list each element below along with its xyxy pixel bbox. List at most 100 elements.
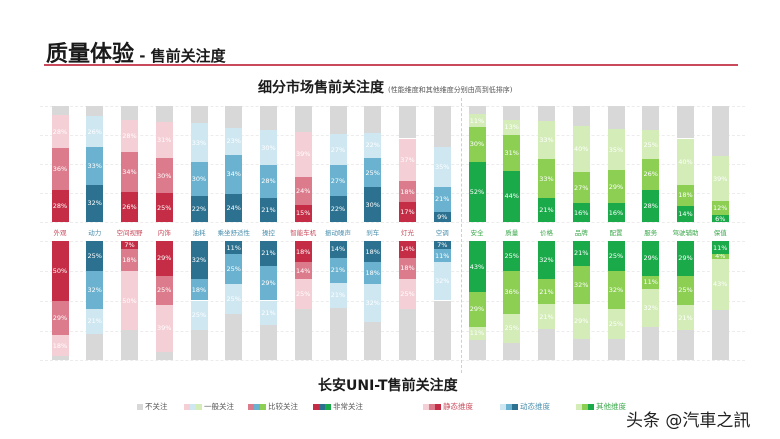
bar-segment: 15%	[294, 204, 312, 222]
bar-segment: 25%	[677, 275, 694, 306]
bar-空调: 9% 21% 35%	[433, 106, 451, 222]
bar-segment: 28%	[121, 119, 138, 153]
bar-segment: 32%	[642, 288, 660, 327]
bar-segment: 22%	[190, 196, 208, 222]
gridline	[40, 241, 745, 242]
legend-swatch	[313, 403, 319, 410]
bar-segment: 32%	[572, 265, 590, 305]
bar-segment: 11%	[468, 326, 486, 340]
legend: 不关注 一般关注 比较关注 非常关注 静态维度 动态维度 其他维度	[0, 401, 780, 415]
legend-swatch	[512, 403, 518, 410]
bar-segment	[51, 106, 69, 116]
bar-segment: 18%	[364, 262, 382, 284]
bar-segment	[468, 339, 486, 360]
bar-segment	[503, 106, 521, 120]
bar-segment: 43%	[468, 241, 486, 293]
bar-配置: 25% 32% 25%	[607, 241, 625, 360]
legend-item-dynamic: 动态维度	[500, 401, 550, 412]
bar-segment: 14%	[329, 241, 347, 258]
title-underline	[44, 64, 738, 66]
bar-segment: 26%	[86, 116, 104, 147]
bar-segment: 32%	[86, 270, 104, 309]
bar-segment	[677, 106, 694, 139]
bar-segment: 39%	[711, 155, 729, 202]
bar-segment	[642, 326, 660, 360]
bar-segment	[225, 313, 243, 360]
legend-swatch	[325, 403, 331, 410]
bar-segment: 26%	[121, 191, 138, 222]
legend-swatch	[254, 403, 260, 410]
bar-segment	[572, 338, 590, 360]
bar-动力: 32% 33% 26%	[86, 106, 104, 222]
gridline	[40, 193, 745, 194]
legend-swatch	[500, 403, 506, 410]
legend-swatch	[184, 403, 190, 410]
category-label: 智能车机	[290, 229, 317, 237]
category-label: 乘坐舒适性	[217, 229, 251, 237]
category-label: 空调	[435, 229, 449, 237]
bar-配置: 16% 29% 35%	[607, 106, 625, 222]
bar-segment	[399, 308, 416, 360]
bar-segment: 27%	[329, 133, 347, 166]
bar-segment	[607, 106, 625, 130]
legend-item-general: 一般关注	[184, 401, 234, 412]
category-label: 动力	[88, 229, 102, 237]
bar-segment: 25%	[294, 279, 312, 309]
bar-灯光: 14% 18% 25%	[399, 241, 416, 360]
bar-segment: 21%	[677, 305, 694, 331]
bar-segment: 34%	[121, 152, 138, 192]
category-label: 安全	[470, 229, 484, 237]
bar-segment	[468, 106, 486, 115]
bar-segment: 25%	[225, 254, 243, 284]
legend-swatch	[190, 403, 196, 410]
bar-segment: 21%	[538, 279, 555, 305]
bar-segment: 11%	[711, 241, 729, 255]
category-label: 外观	[53, 229, 67, 237]
bar-segment: 18%	[399, 181, 416, 203]
bar-segment	[433, 106, 451, 147]
bar-segment: 25%	[155, 275, 173, 306]
bar-segment: 32%	[538, 241, 555, 280]
bar-segment: 23%	[225, 128, 243, 155]
legend-label: 非常关注	[333, 402, 363, 411]
bar-segment: 32%	[190, 241, 208, 280]
legend-swatch	[435, 403, 441, 410]
bar-segment: 25%	[155, 193, 173, 222]
bar-操控: 21% 28% 30%	[260, 106, 277, 222]
bar-品牌: 16% 27% 40%	[572, 106, 590, 222]
bar-质量: 44% 31% 13%	[503, 106, 521, 222]
bar-segment: 28%	[642, 189, 660, 222]
page-title: 质量体验 - 售前关注度	[46, 36, 226, 68]
bar-操控: 21% 29% 21%	[260, 241, 277, 360]
bar-振动噪声: 22% 27% 27%	[329, 106, 347, 222]
bar-segment	[572, 106, 590, 126]
bar-segment: 29%	[51, 300, 69, 335]
bar-安全: 43% 29% 11%	[468, 241, 486, 360]
page-title-main: 质量体验	[46, 42, 135, 67]
legend-item-static: 静态维度	[423, 401, 473, 412]
bar-segment: 39%	[294, 131, 312, 177]
bar-segment: 18%	[190, 279, 208, 301]
bar-segment: 21%	[433, 187, 451, 212]
bar-空间视野: 26% 34% 28%	[121, 106, 138, 222]
bar-segment	[260, 106, 277, 131]
bar-segment: 29%	[677, 241, 694, 276]
bar-segment: 33%	[86, 146, 104, 185]
bar-segment: 11%	[642, 275, 660, 289]
category-label: 内饰	[157, 229, 171, 237]
bar-segment	[294, 106, 312, 132]
bar-segment: 30%	[260, 130, 277, 166]
bar-空调: 7% 11% 32%	[433, 241, 451, 360]
bar-segment: 24%	[225, 194, 243, 222]
bar-segment: 18%	[121, 249, 138, 271]
bar-segment: 34%	[225, 154, 243, 195]
bar-空间视野: 7% 18% 50%	[121, 241, 138, 360]
bar-segment	[260, 325, 277, 360]
legend-swatch	[248, 403, 254, 410]
category-label: 价格	[540, 229, 553, 237]
bar-segment	[364, 321, 382, 360]
bar-segment	[677, 330, 694, 360]
bar-segment: 30%	[468, 126, 486, 162]
bar-segment	[294, 308, 312, 360]
bar-segment: 7%	[433, 241, 451, 250]
